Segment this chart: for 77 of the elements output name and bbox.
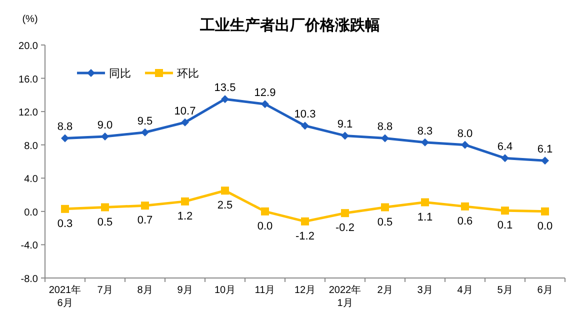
point [541, 207, 549, 216]
data-label: 13.5 [214, 82, 236, 94]
y-tick-label: -8.0 [20, 274, 38, 285]
legend-label: 同比 [109, 67, 131, 80]
data-label: 0.5 [377, 216, 393, 228]
x-tick-label: 10月 [214, 285, 236, 296]
data-label: 10.3 [294, 108, 316, 121]
point [181, 118, 189, 126]
data-label: 0.0 [257, 220, 273, 232]
x-tick-label: 9月 [177, 285, 193, 296]
x-tick-label: 4月 [457, 285, 473, 296]
point [261, 207, 269, 216]
data-label: 9.5 [137, 115, 153, 128]
point [301, 122, 309, 130]
point [461, 202, 469, 210]
data-label: 2.5 [217, 200, 233, 212]
point [501, 206, 509, 215]
data-label: 6.1 [537, 144, 553, 156]
data-label: 8.8 [57, 121, 73, 134]
point [101, 132, 109, 141]
data-label: 0.3 [57, 218, 73, 230]
data-label: 12.9 [254, 87, 276, 100]
y-tick-label: 16.0 [18, 74, 38, 86]
point [61, 204, 69, 213]
point [381, 203, 389, 212]
data-label: 10.7 [174, 105, 196, 118]
point [341, 132, 349, 140]
y-tick-label: 20.0 [18, 41, 38, 52]
point [461, 140, 469, 149]
x-tick-label: 2022年 1月 [328, 284, 362, 309]
data-label: 8.3 [417, 125, 433, 138]
x-tick-label: 12月 [294, 285, 316, 296]
data-label: -0.2 [336, 222, 354, 234]
x-tick-label: 7月 [97, 285, 113, 296]
data-label: 0.5 [97, 216, 113, 228]
data-label: 1.2 [177, 210, 193, 222]
point [141, 202, 149, 210]
point [221, 95, 229, 104]
data-label: 0.6 [457, 215, 473, 228]
data-label: 1.1 [417, 211, 433, 224]
data-label: 8.0 [457, 128, 473, 140]
legend-label: 环比 [177, 67, 199, 80]
x-tick-label: 5月 [497, 285, 513, 296]
y-tick-label: 12.0 [18, 108, 38, 119]
point [421, 138, 429, 146]
point [301, 217, 309, 226]
chart-title: 工业生产者出厂价格涨跌幅 [199, 17, 380, 34]
data-label: 0.1 [497, 220, 513, 232]
x-tick-label: 3月 [417, 285, 433, 296]
point [261, 100, 269, 108]
point [421, 198, 429, 206]
point [541, 156, 549, 165]
y-axis-title: (%) [22, 14, 38, 25]
point [221, 186, 229, 195]
x-tick-label: 2021年 6月 [48, 284, 82, 309]
y-tick-label: -4.0 [20, 240, 38, 252]
data-label: 9.1 [337, 118, 353, 131]
x-tick-label: 6月 [537, 285, 553, 296]
point [101, 203, 109, 212]
x-tick-label: 8月 [137, 285, 153, 296]
data-label: 0.7 [137, 214, 153, 227]
data-label: 0.0 [537, 220, 553, 232]
x-tick-label: 11月 [254, 285, 276, 296]
point [61, 134, 69, 142]
data-label: -1.2 [296, 230, 314, 242]
y-tick-label: 4.0 [24, 174, 38, 186]
x-tick-label: 2月 [377, 285, 393, 296]
data-label: 6.4 [497, 141, 513, 154]
point [341, 209, 349, 218]
point [381, 134, 389, 142]
point [501, 154, 509, 162]
data-label: 8.8 [377, 121, 393, 134]
point [141, 128, 149, 136]
y-tick-label: 0.0 [24, 207, 38, 218]
data-label: 9.0 [97, 120, 113, 132]
point [181, 197, 189, 206]
y-tick-label: 8.0 [24, 140, 38, 152]
